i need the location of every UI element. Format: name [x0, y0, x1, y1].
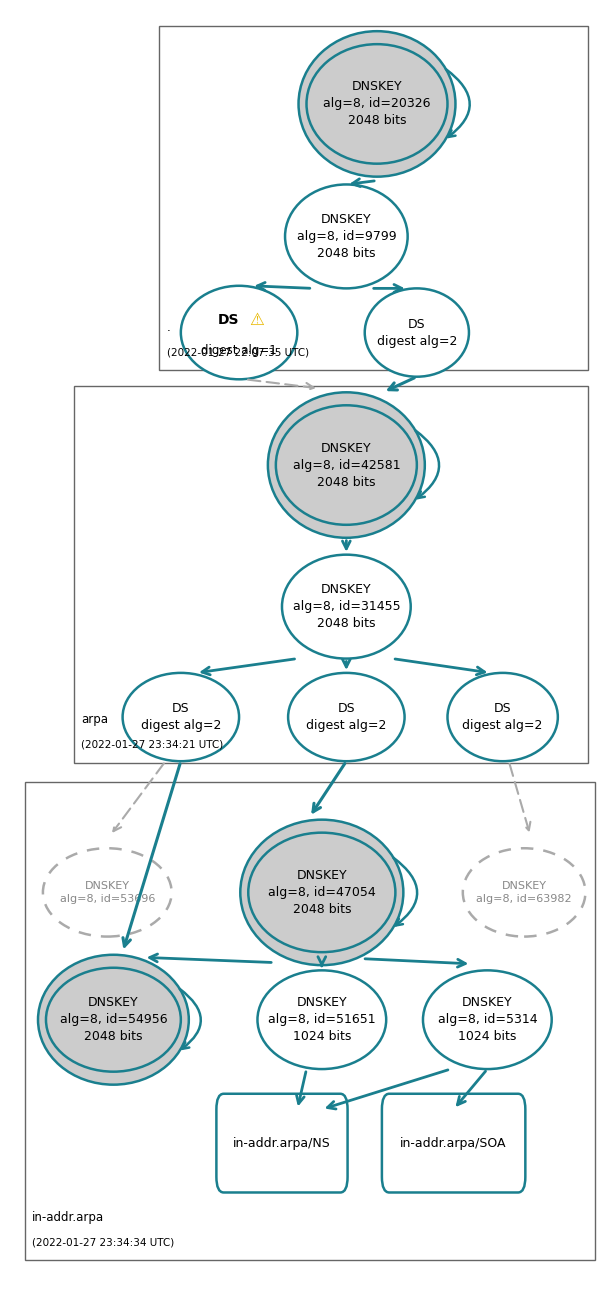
FancyArrowPatch shape [343, 540, 350, 548]
Ellipse shape [240, 820, 403, 965]
FancyArrowPatch shape [313, 764, 345, 812]
FancyArrowPatch shape [394, 857, 417, 925]
FancyArrowPatch shape [343, 659, 350, 666]
Bar [159, 26, 588, 370]
Text: (2022-01-27 23:34:34 UTC): (2022-01-27 23:34:34 UTC) [32, 1237, 174, 1247]
FancyArrowPatch shape [509, 764, 530, 830]
Ellipse shape [282, 555, 411, 659]
Ellipse shape [43, 848, 172, 937]
Ellipse shape [276, 405, 417, 525]
FancyArrowPatch shape [415, 430, 439, 498]
FancyArrowPatch shape [202, 659, 295, 674]
Text: DNSKEY
alg=8, id=54956
2048 bits: DNSKEY alg=8, id=54956 2048 bits [59, 996, 167, 1043]
Text: DNSKEY
alg=8, id=31455
2048 bits: DNSKEY alg=8, id=31455 2048 bits [292, 583, 400, 630]
Text: DNSKEY
alg=8, id=53696: DNSKEY alg=8, id=53696 [59, 881, 155, 904]
Ellipse shape [38, 955, 189, 1085]
Text: DS: DS [217, 313, 239, 326]
Text: ⚠: ⚠ [249, 310, 264, 329]
Ellipse shape [181, 286, 297, 379]
Text: DS
digest alg=2: DS digest alg=2 [462, 701, 543, 733]
Text: DNSKEY
alg=8, id=63982: DNSKEY alg=8, id=63982 [476, 881, 572, 904]
Text: DS
digest alg=2: DS digest alg=2 [140, 701, 221, 733]
FancyArrowPatch shape [389, 378, 414, 390]
Text: in-addr.arpa/NS: in-addr.arpa/NS [233, 1137, 331, 1150]
FancyArrowPatch shape [327, 1070, 448, 1109]
FancyArrowPatch shape [297, 1072, 306, 1104]
FancyArrowPatch shape [180, 989, 201, 1048]
FancyArrowPatch shape [248, 379, 314, 391]
Ellipse shape [46, 968, 181, 1072]
Ellipse shape [423, 970, 552, 1069]
FancyArrowPatch shape [150, 953, 271, 963]
FancyBboxPatch shape [216, 1094, 348, 1192]
Text: DNSKEY
alg=8, id=5314
1024 bits: DNSKEY alg=8, id=5314 1024 bits [438, 996, 537, 1043]
Ellipse shape [257, 970, 386, 1069]
Text: in-addr.arpa: in-addr.arpa [32, 1211, 104, 1224]
FancyArrowPatch shape [374, 284, 402, 292]
Text: arpa: arpa [81, 713, 108, 726]
FancyBboxPatch shape [382, 1094, 525, 1192]
FancyArrowPatch shape [365, 959, 465, 966]
Ellipse shape [248, 833, 395, 952]
Ellipse shape [463, 848, 585, 937]
FancyArrowPatch shape [446, 69, 470, 136]
Text: .: . [167, 321, 170, 334]
FancyArrowPatch shape [113, 764, 164, 831]
Ellipse shape [306, 44, 447, 164]
Text: DS
digest alg=2: DS digest alg=2 [306, 701, 387, 733]
FancyArrowPatch shape [352, 179, 375, 187]
Bar [74, 386, 588, 763]
Ellipse shape [123, 673, 239, 761]
Text: in-addr.arpa/SOA: in-addr.arpa/SOA [400, 1137, 507, 1150]
Ellipse shape [365, 288, 469, 377]
Ellipse shape [299, 31, 455, 177]
Ellipse shape [447, 673, 558, 761]
Text: DNSKEY
alg=8, id=42581
2048 bits: DNSKEY alg=8, id=42581 2048 bits [292, 442, 400, 488]
Text: (2022-01-27 22:07:35 UTC): (2022-01-27 22:07:35 UTC) [167, 347, 309, 357]
Text: DNSKEY
alg=8, id=9799
2048 bits: DNSKEY alg=8, id=9799 2048 bits [297, 213, 396, 260]
FancyArrowPatch shape [123, 764, 180, 946]
Ellipse shape [288, 673, 405, 761]
Ellipse shape [285, 184, 408, 288]
Text: digest alg=1: digest alg=1 [201, 344, 277, 357]
FancyArrowPatch shape [257, 282, 310, 290]
FancyArrowPatch shape [457, 1072, 485, 1105]
Ellipse shape [268, 392, 425, 538]
Text: DS
digest alg=2: DS digest alg=2 [376, 317, 457, 348]
Text: DNSKEY
alg=8, id=47054
2048 bits: DNSKEY alg=8, id=47054 2048 bits [268, 869, 376, 916]
Text: DNSKEY
alg=8, id=20326
2048 bits: DNSKEY alg=8, id=20326 2048 bits [323, 81, 431, 127]
FancyArrowPatch shape [318, 956, 326, 965]
Text: (2022-01-27 23:34:21 UTC): (2022-01-27 23:34:21 UTC) [81, 739, 223, 750]
FancyArrowPatch shape [395, 659, 485, 674]
Bar [25, 782, 595, 1260]
Text: DNSKEY
alg=8, id=51651
1024 bits: DNSKEY alg=8, id=51651 1024 bits [268, 996, 376, 1043]
